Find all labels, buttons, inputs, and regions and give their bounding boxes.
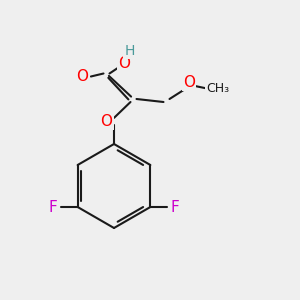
Text: F: F [171,200,179,214]
Text: F: F [49,200,57,214]
Text: O: O [183,75,195,90]
Text: O: O [76,69,88,84]
Text: H: H [124,44,135,58]
Text: O: O [118,56,130,71]
Text: CH₃: CH₃ [206,82,229,95]
Text: O: O [100,114,112,129]
